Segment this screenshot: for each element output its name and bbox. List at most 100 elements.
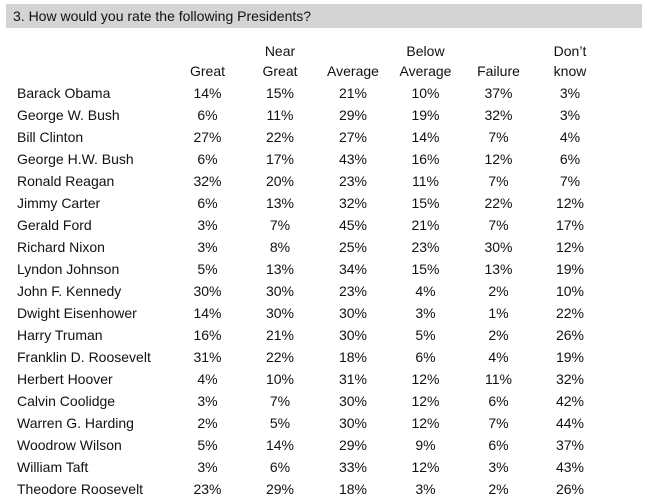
dont-know-value: 12% — [555, 195, 585, 211]
column-header-line — [10, 61, 167, 81]
table-row: Bill Clinton 27% 22% 27% 14% 7% 4% — [10, 126, 600, 148]
president-name: Bill Clinton — [17, 129, 84, 145]
failure-value: 13% — [484, 261, 513, 277]
president-name: Dwight Eisenhower — [17, 305, 137, 321]
average-value: 18% — [338, 481, 368, 497]
table-body: Barack Obama 14% 15% 21% 10% 37% 3% George W. B… — [10, 82, 600, 500]
table-row: Harry Truman 16% 21% 30% 5% 2% 26% — [10, 324, 600, 346]
dont-know-value: 3% — [559, 107, 581, 123]
below-average-value: 12% — [411, 371, 440, 387]
great-value: 16% — [193, 327, 222, 343]
average-value: 27% — [338, 129, 368, 145]
failure-value: 4% — [488, 349, 509, 365]
dont-know-value: 26% — [555, 327, 585, 343]
table-row: Dwight Eisenhower 14% 30% 30% 3% 1% 22% — [10, 302, 600, 324]
great-value: 6% — [197, 151, 218, 167]
header-below-average: Below Average — [394, 40, 457, 82]
president-name: Jimmy Carter — [17, 195, 101, 211]
table-row: Theodore Roosevelt 23% 29% 18% 3% 2% 26% — [10, 478, 600, 500]
below-average-value: 23% — [411, 239, 440, 255]
below-average-value: 12% — [411, 393, 440, 409]
table-row: Calvin Coolidge 3% 7% 30% 12% 6% 42% — [10, 390, 600, 412]
great-value: 30% — [193, 283, 222, 299]
below-average-value: 3% — [415, 305, 436, 321]
below-average-value: 11% — [412, 173, 439, 189]
below-average-value: 19% — [411, 107, 440, 123]
great-value: 3% — [197, 239, 218, 255]
great-value: 14% — [193, 85, 222, 101]
great-value: 5% — [197, 437, 218, 453]
average-value: 45% — [338, 217, 368, 233]
column-header-line — [167, 41, 248, 61]
table-row: John F. Kennedy 30% 30% 23% 4% 2% 10% — [10, 280, 600, 302]
column-header-line: Below — [406, 43, 445, 59]
failure-value: 32% — [484, 107, 513, 123]
below-average-value: 3% — [415, 481, 436, 497]
average-value: 23% — [338, 283, 368, 299]
president-name: George W. Bush — [17, 107, 120, 123]
below-average-value: 5% — [415, 327, 436, 343]
column-header-line: Don’t — [553, 43, 587, 59]
president-name: Calvin Coolidge — [17, 393, 116, 409]
failure-value: 2% — [488, 283, 509, 299]
dont-know-value: 7% — [559, 173, 581, 189]
average-value: 23% — [338, 173, 368, 189]
dont-know-value: 10% — [555, 283, 585, 299]
below-average-value: 6% — [415, 349, 436, 365]
average-value: 31% — [338, 371, 368, 387]
column-header-line: Average — [399, 63, 452, 79]
dont-know-value: 3% — [559, 85, 581, 101]
great-value: 31% — [193, 349, 222, 365]
near-great-value: 8% — [269, 239, 291, 255]
header-great: Great — [167, 40, 248, 82]
table-row: Lyndon Johnson 5% 13% 34% 15% 13% 19% — [10, 258, 600, 280]
below-average-value: 12% — [411, 459, 440, 475]
column-header-line: Near — [264, 43, 296, 59]
table-row: Herbert Hoover 4% 10% 31% 12% 11% 32% — [10, 368, 600, 390]
dont-know-value: 32% — [555, 371, 585, 387]
table-header: Great Near Great Average Below Average Failu… — [10, 40, 600, 82]
average-value: 30% — [338, 393, 368, 409]
dont-know-value: 4% — [559, 129, 581, 145]
table-row: William Taft 3% 6% 33% 12% 3% 43% — [10, 456, 600, 478]
great-value: 3% — [197, 459, 218, 475]
failure-value: 7% — [488, 415, 509, 431]
column-header-line: Average — [327, 63, 379, 79]
dont-know-value: 44% — [555, 415, 585, 431]
header-row: Great Near Great Average Below Average Failu… — [10, 40, 600, 82]
table-row: George W. Bush 6% 11% 29% 19% 32% 3% — [10, 104, 600, 126]
near-great-value: 14% — [265, 437, 295, 453]
header-president — [10, 40, 167, 82]
below-average-value: 21% — [411, 217, 440, 233]
president-name: Richard Nixon — [17, 239, 105, 255]
great-value: 3% — [197, 217, 218, 233]
dont-know-value: 26% — [555, 481, 585, 497]
below-average-value: 16% — [411, 151, 440, 167]
near-great-value: 17% — [265, 151, 295, 167]
near-great-value: 30% — [265, 305, 295, 321]
failure-value: 1% — [488, 305, 509, 321]
great-value: 5% — [197, 261, 218, 277]
average-value: 30% — [338, 415, 368, 431]
near-great-value: 7% — [269, 217, 291, 233]
president-name: Lyndon Johnson — [17, 261, 120, 277]
ratings-table: Great Near Great Average Below Average Failu… — [10, 40, 600, 500]
failure-value: 7% — [488, 173, 509, 189]
great-value: 6% — [197, 195, 218, 211]
near-great-value: 6% — [269, 459, 291, 475]
near-great-value: 5% — [269, 415, 291, 431]
great-value: 3% — [197, 393, 218, 409]
average-value: 25% — [338, 239, 368, 255]
failure-value: 12% — [484, 151, 513, 167]
table-row: Franklin D. Roosevelt 31% 22% 18% 6% 4% 19% — [10, 346, 600, 368]
near-great-value: 10% — [265, 371, 295, 387]
failure-value: 7% — [488, 217, 509, 233]
dont-know-value: 37% — [555, 437, 585, 453]
great-value: 14% — [193, 305, 222, 321]
average-value: 18% — [338, 349, 368, 365]
near-great-value: 22% — [265, 349, 295, 365]
failure-value: 7% — [488, 129, 509, 145]
dont-know-value: 19% — [555, 349, 585, 365]
below-average-value: 14% — [411, 129, 440, 145]
dont-know-value: 17% — [555, 217, 585, 233]
